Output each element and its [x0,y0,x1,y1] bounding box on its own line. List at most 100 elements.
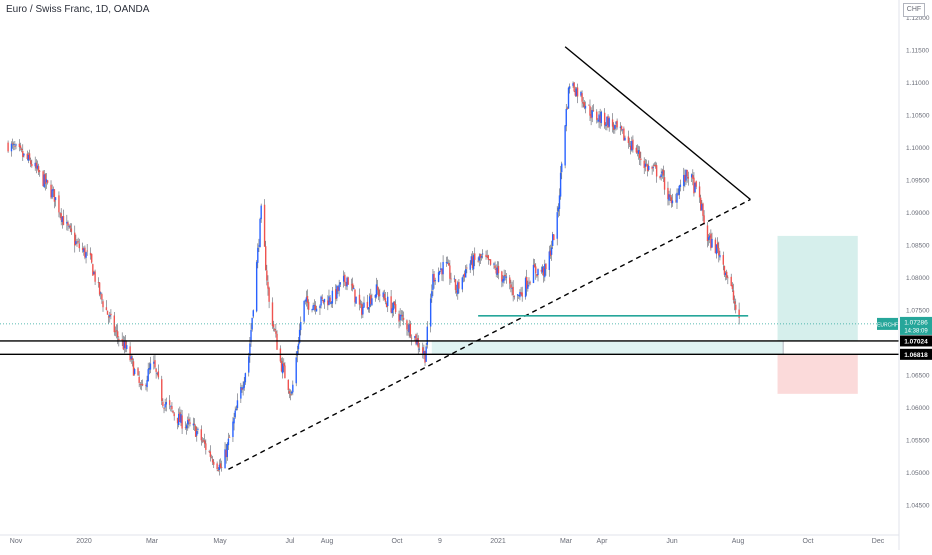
candle-body [81,248,84,251]
candle [13,141,15,151]
candle-body [600,111,602,123]
candle-body [471,256,474,269]
candle-body [384,298,387,302]
candle-body [13,144,15,146]
candle [23,153,25,158]
price-tick-label: 1.09500 [906,178,930,185]
candle-body [219,463,222,468]
candle-body [631,141,633,151]
candle [320,295,322,309]
candle [735,298,737,314]
candle-body [663,177,666,190]
candle [644,159,647,172]
candle [45,173,48,189]
candle-body [366,301,369,309]
candle-body [695,181,697,187]
candle [464,265,467,278]
candle [723,265,726,278]
descending-trendline [564,46,751,201]
candle [232,417,234,442]
candle [631,136,633,152]
candle [497,261,500,280]
candle [504,269,506,281]
candle-body [208,451,210,453]
candle-body [76,242,78,244]
candle [511,281,513,296]
candle-body [505,276,508,278]
candle [706,222,709,248]
candle [518,294,520,300]
candle [632,135,634,153]
candle-body [489,259,492,265]
candle [693,172,695,197]
candle-body [93,272,95,274]
candle-body [84,247,86,258]
candle [305,290,308,307]
candle-body [581,93,583,102]
candle-body [520,292,522,295]
candle-body [312,305,314,311]
candle-body [31,164,33,167]
candle-body [346,277,348,287]
candle [274,327,276,332]
candle-body [659,176,661,179]
candle [715,244,718,259]
candle-body [556,212,558,239]
candle [173,411,175,421]
candle [581,90,583,108]
currency-label[interactable]: CHF [903,3,925,17]
candle [161,375,163,405]
candle [605,122,607,131]
candle-body [91,253,93,263]
candle [258,238,260,253]
candle [608,116,610,132]
candle [100,291,102,300]
candle [139,382,141,390]
candle [583,100,586,110]
candle [400,310,402,321]
candle-body [178,413,180,426]
candle-body [52,189,54,191]
time-tick-label: Oct [392,538,403,545]
candle-body [89,252,92,256]
candle-body [243,381,245,388]
candle-body [102,301,104,308]
candle-body [608,118,610,127]
candle-body [702,203,704,216]
candle-body [314,305,317,310]
candle [394,299,397,315]
candle-body [701,203,703,211]
candle [148,362,151,375]
candle [163,407,165,414]
candle [568,83,571,94]
candle [481,249,484,259]
candle [129,342,131,362]
candle-body [512,286,514,296]
candle [611,113,614,133]
candle [106,310,109,315]
candle-body [575,88,578,96]
candle-body [122,341,125,350]
candle [542,265,545,283]
candle [219,458,222,469]
candle [635,145,638,154]
candle-body [407,330,409,331]
candle [58,191,60,218]
candle [133,367,136,376]
candle-body [541,266,544,273]
candle [677,188,679,196]
candle [659,175,661,180]
candle [716,237,719,253]
candle [363,296,365,308]
candle-body [592,110,595,112]
candle-body [18,143,21,148]
candle-body [719,255,721,258]
time-tick-label: Aug [321,538,334,545]
candle-body [75,241,77,244]
candle-body [715,244,718,255]
candle [418,342,421,353]
candle [470,253,473,266]
candle-body [542,267,545,276]
